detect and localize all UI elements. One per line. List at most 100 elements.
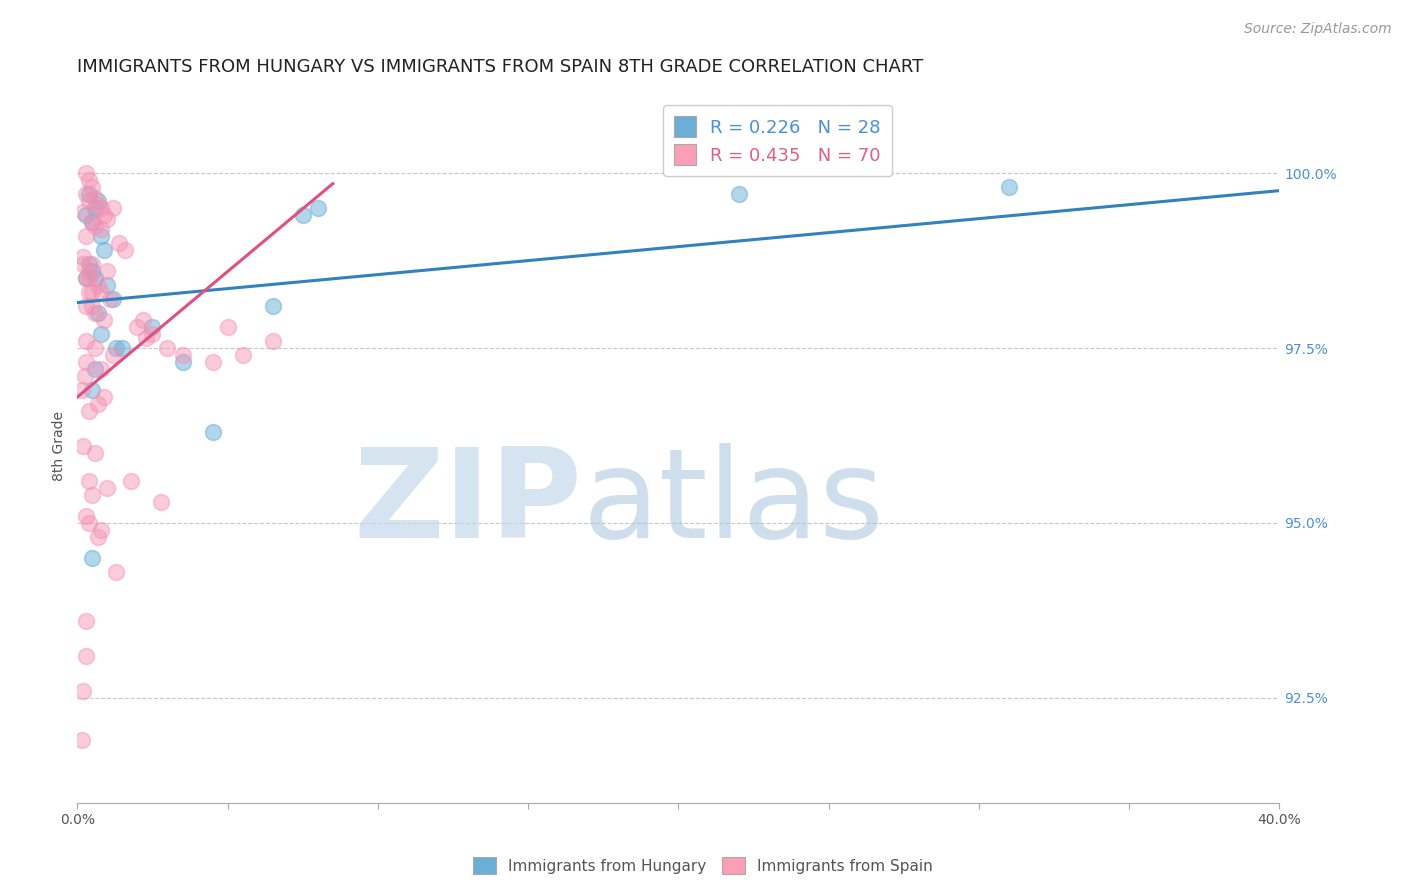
Point xyxy=(87,306,110,320)
Point xyxy=(90,201,112,215)
Point xyxy=(96,278,118,293)
Point xyxy=(103,292,125,306)
Point xyxy=(96,211,118,226)
Point xyxy=(90,222,112,236)
Point xyxy=(75,648,97,663)
Point xyxy=(84,219,107,233)
Text: Source: ZipAtlas.com: Source: ZipAtlas.com xyxy=(1244,22,1392,37)
Point xyxy=(79,257,101,271)
Point xyxy=(75,208,97,222)
Point xyxy=(79,516,101,530)
Point xyxy=(72,257,94,271)
Point xyxy=(84,306,107,320)
Point xyxy=(72,684,94,698)
Point xyxy=(79,264,101,278)
Point xyxy=(108,236,131,251)
Point xyxy=(105,341,128,355)
Point xyxy=(84,362,107,376)
Point xyxy=(217,320,239,334)
Point xyxy=(82,180,104,194)
Point xyxy=(75,508,97,523)
Text: IMMIGRANTS FROM HUNGARY VS IMMIGRANTS FROM SPAIN 8TH GRADE CORRELATION CHART: IMMIGRANTS FROM HUNGARY VS IMMIGRANTS FR… xyxy=(77,58,924,76)
Point xyxy=(75,187,97,202)
Text: ZIP: ZIP xyxy=(353,442,582,564)
Point xyxy=(172,355,194,369)
Point xyxy=(75,299,97,313)
Point xyxy=(84,271,107,285)
Point xyxy=(75,229,97,244)
Point xyxy=(87,278,110,293)
Legend: R = 0.226   N = 28, R = 0.435   N = 70: R = 0.226 N = 28, R = 0.435 N = 70 xyxy=(664,105,891,176)
Point xyxy=(82,299,104,313)
Point xyxy=(111,341,134,355)
Point xyxy=(72,250,94,264)
Point xyxy=(82,257,104,271)
Point xyxy=(172,348,194,362)
Point xyxy=(120,474,142,488)
Point xyxy=(75,614,97,628)
Point xyxy=(141,320,163,334)
Point xyxy=(70,732,93,747)
Point xyxy=(114,243,136,257)
Point xyxy=(87,194,110,208)
Point xyxy=(201,425,224,439)
Point xyxy=(103,348,125,362)
Point xyxy=(79,474,101,488)
Point xyxy=(93,208,115,222)
Point xyxy=(100,292,122,306)
Point xyxy=(75,271,97,285)
Point xyxy=(307,201,329,215)
Point xyxy=(84,446,107,460)
Point xyxy=(72,204,94,219)
Point xyxy=(79,194,101,208)
Point xyxy=(291,208,314,222)
Point xyxy=(105,565,128,579)
Point xyxy=(141,327,163,342)
Point xyxy=(156,341,179,355)
Point xyxy=(79,285,101,299)
Point xyxy=(82,383,104,397)
Point xyxy=(727,187,749,202)
Point xyxy=(75,271,97,285)
Point xyxy=(93,390,115,404)
Text: atlas: atlas xyxy=(582,442,884,564)
Legend: Immigrants from Hungary, Immigrants from Spain: Immigrants from Hungary, Immigrants from… xyxy=(467,851,939,880)
Point xyxy=(84,191,107,205)
Y-axis label: 8th Grade: 8th Grade xyxy=(52,411,66,481)
Point xyxy=(90,523,112,537)
Point xyxy=(93,313,115,327)
Point xyxy=(127,320,149,334)
Point xyxy=(262,334,284,348)
Point xyxy=(96,264,118,278)
Point xyxy=(103,201,125,215)
Point xyxy=(82,264,104,278)
Point xyxy=(79,173,101,187)
Point xyxy=(75,166,97,180)
Point xyxy=(73,369,96,384)
Point xyxy=(84,341,107,355)
Point xyxy=(79,187,101,202)
Point xyxy=(132,313,155,327)
Point xyxy=(998,180,1021,194)
Point xyxy=(90,327,112,342)
Point xyxy=(150,495,173,509)
Point xyxy=(82,215,104,229)
Point xyxy=(87,197,110,211)
Point xyxy=(82,550,104,565)
Point xyxy=(82,488,104,502)
Point xyxy=(135,330,157,344)
Point xyxy=(262,299,284,313)
Point xyxy=(82,215,104,229)
Point xyxy=(82,285,104,299)
Point xyxy=(201,355,224,369)
Point xyxy=(93,243,115,257)
Point xyxy=(79,404,101,418)
Point xyxy=(75,355,97,369)
Point xyxy=(96,481,118,495)
Point xyxy=(84,201,107,215)
Point xyxy=(90,362,112,376)
Point xyxy=(79,271,101,285)
Point xyxy=(72,439,94,453)
Point xyxy=(87,397,110,411)
Point xyxy=(90,285,112,299)
